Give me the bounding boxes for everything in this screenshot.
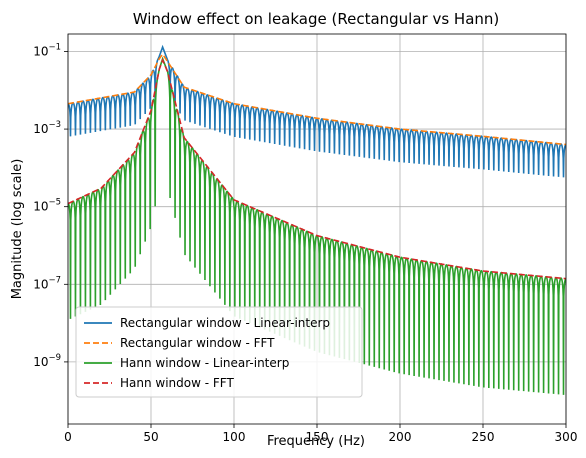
legend-box (75, 306, 363, 398)
x-tick-label: 0 (64, 430, 72, 444)
y-tick-label: 10−5 (33, 198, 61, 214)
legend-label: Rectangular window - Linear-interp (120, 316, 330, 330)
y-tick-label: 10−1 (33, 42, 61, 58)
x-tick-label: 150 (306, 430, 329, 444)
x-tick-label: 300 (555, 430, 578, 444)
x-tick-label: 100 (223, 430, 246, 444)
x-tick-label: 250 (472, 430, 495, 444)
y-tick-label: 10−7 (33, 275, 61, 291)
x-axis-label: Frequency (Hz) (267, 434, 365, 449)
chart-title: Window effect on leakage (Rectangular vs… (133, 10, 500, 28)
y-axis-ticks: 10−1 10−3 10−5 10−7 10−9 (33, 42, 68, 369)
legend: Rectangular window - Linear-interp Rectan… (75, 306, 363, 398)
x-axis-ticks: 0 50 100 150 200 250 300 (64, 424, 577, 444)
series-line (68, 57, 566, 280)
series-layer (68, 44, 566, 395)
series-line (68, 52, 566, 146)
legend-label: Rectangular window - FFT (120, 336, 275, 350)
legend-label: Hann window - Linear-interp (120, 356, 289, 370)
y-axis-label: Magnitude (log scale) (10, 159, 25, 300)
y-tick-label: 10−3 (33, 120, 61, 136)
x-tick-label: 200 (389, 430, 412, 444)
legend-label: Hann window - FFT (120, 376, 234, 390)
x-tick-label: 50 (143, 430, 158, 444)
y-tick-label: 10−9 (33, 353, 61, 369)
